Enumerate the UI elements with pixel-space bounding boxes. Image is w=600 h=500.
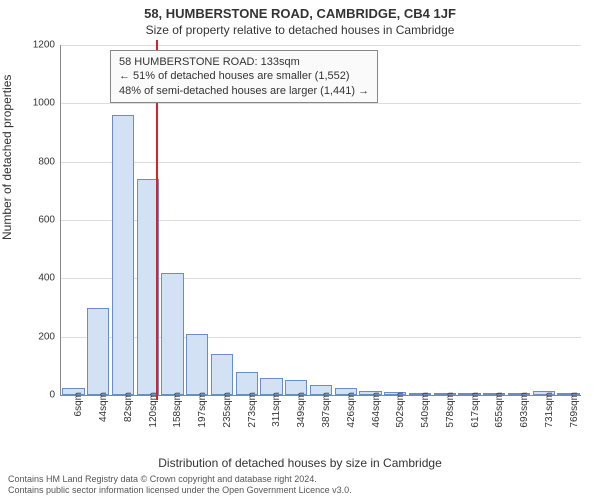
histogram-bar	[161, 273, 183, 396]
histogram-bar	[186, 334, 208, 395]
footer-text: Contains HM Land Registry data © Crown c…	[8, 474, 592, 496]
ytick-label: 200	[23, 331, 55, 342]
info-line-3: 48% of semi-detached houses are larger (…	[119, 84, 369, 98]
xtick-label: 197sqm	[197, 392, 208, 428]
grid-line	[61, 45, 581, 46]
xtick-label: 235sqm	[222, 392, 233, 428]
info-line-1: 58 HUMBERSTONE ROAD: 133sqm	[119, 55, 369, 69]
info-box: 58 HUMBERSTONE ROAD: 133sqm ← 51% of det…	[110, 50, 378, 103]
xtick-label: 426sqm	[346, 392, 357, 428]
xtick-label: 502sqm	[395, 392, 406, 428]
xtick-label: 311sqm	[271, 392, 282, 427]
xtick-label: 82sqm	[123, 392, 134, 422]
xtick-label: 387sqm	[321, 392, 332, 428]
xtick-label: 578sqm	[445, 392, 456, 428]
xtick-label: 769sqm	[569, 392, 580, 428]
xtick-label: 273sqm	[247, 392, 258, 428]
xtick-label: 617sqm	[470, 392, 481, 428]
footer-line-1: Contains HM Land Registry data © Crown c…	[8, 474, 592, 485]
grid-line	[61, 103, 581, 104]
xtick-label: 693sqm	[519, 392, 530, 428]
ytick-label: 600	[23, 215, 55, 226]
histogram-bar	[87, 308, 109, 396]
xtick-label: 349sqm	[296, 392, 307, 428]
info-line-2: ← 51% of detached houses are smaller (1,…	[119, 69, 369, 83]
ytick-label: 400	[23, 273, 55, 284]
xtick-label: 6sqm	[73, 392, 84, 416]
histogram-bar	[112, 115, 134, 395]
chart-container: 58, HUMBERSTONE ROAD, CAMBRIDGE, CB4 1JF…	[0, 0, 600, 500]
xtick-label: 158sqm	[172, 392, 183, 428]
ytick-label: 1200	[23, 40, 55, 51]
histogram-bar	[211, 354, 233, 395]
ytick-label: 800	[23, 156, 55, 167]
ytick-label: 0	[23, 390, 55, 401]
chart-title: 58, HUMBERSTONE ROAD, CAMBRIDGE, CB4 1JF	[0, 0, 600, 21]
x-axis-label: Distribution of detached houses by size …	[0, 456, 600, 470]
chart-subtitle: Size of property relative to detached ho…	[0, 21, 600, 37]
xtick-label: 731sqm	[544, 392, 555, 428]
y-axis-label: Number of detached properties	[0, 75, 14, 240]
xtick-label: 464sqm	[371, 392, 382, 428]
xtick-label: 540sqm	[420, 392, 431, 428]
ytick-label: 1000	[23, 98, 55, 109]
footer-line-2: Contains public sector information licen…	[8, 485, 592, 496]
xtick-label: 44sqm	[98, 392, 109, 422]
xtick-label: 655sqm	[494, 392, 505, 428]
grid-line	[61, 162, 581, 163]
